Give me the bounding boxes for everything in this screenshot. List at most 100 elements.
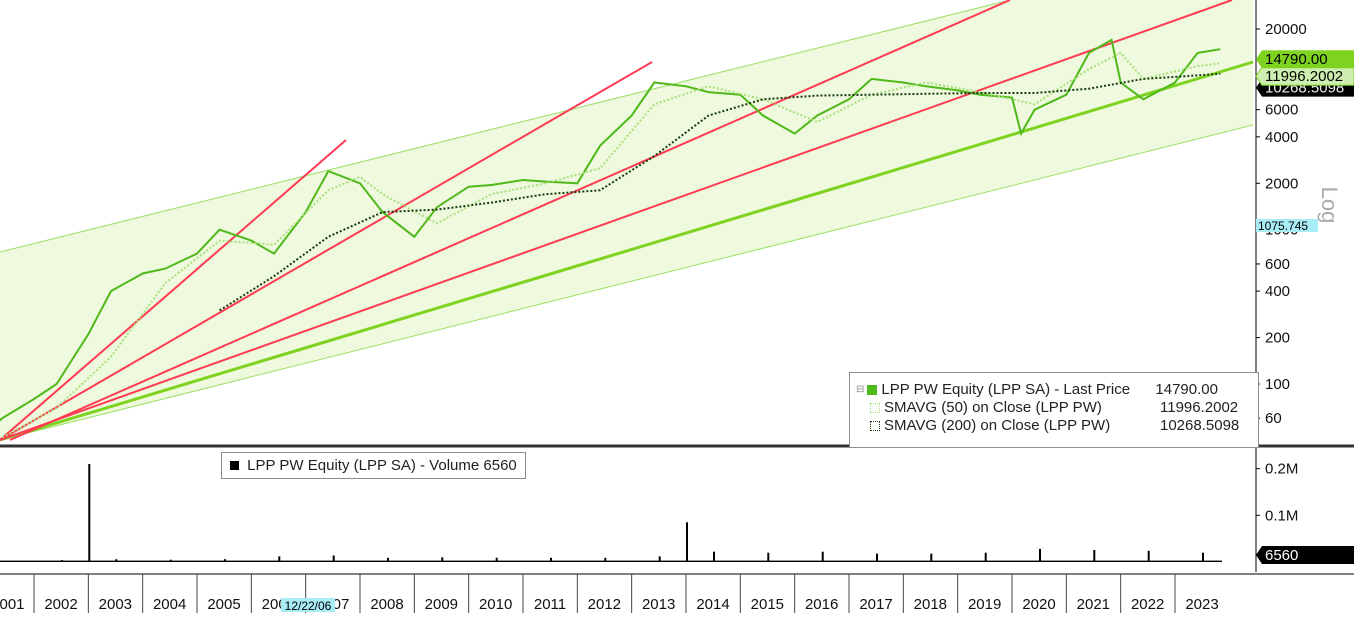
volume-value-tag-text: 6560 bbox=[1265, 547, 1298, 564]
legend-row-sma50: SMAVG (50) on Close (LPP PW) 11996.2002 bbox=[856, 399, 1258, 417]
x-tick-label-14: 2015 bbox=[751, 596, 784, 613]
cursor-date-bg bbox=[281, 598, 335, 612]
legend-row-price: ⊟ LPP PW Equity (LPP SA) - Last Price 14… bbox=[856, 381, 1258, 399]
trend-channel-fill bbox=[0, 0, 1253, 440]
volume-bar-19 bbox=[930, 553, 933, 562]
price-value-tag-bg bbox=[1256, 50, 1354, 69]
y-tick-label-7: 400 bbox=[1265, 283, 1290, 300]
y-tick-label-3: 4000 bbox=[1265, 129, 1298, 146]
x-tick-label-7: 2008 bbox=[370, 596, 403, 613]
volume-bar-14 bbox=[713, 551, 715, 562]
legend-price-label: LPP PW Equity (LPP SA) - Last Price bbox=[881, 381, 1131, 398]
legend-sma200-value: 10268.5098 bbox=[1160, 417, 1240, 434]
crosshair-tag-bg bbox=[1256, 219, 1318, 232]
x-tick-label-11: 2012 bbox=[588, 596, 621, 613]
price-legend: ⊟ LPP PW Equity (LPP SA) - Last Price 14… bbox=[849, 372, 1259, 448]
x-tick-label-8: 2009 bbox=[425, 596, 458, 613]
volume-bar-6 bbox=[278, 556, 281, 562]
sma50-swatch-icon bbox=[870, 403, 880, 413]
support-line bbox=[0, 60, 1254, 442]
y-tick-label-6: 600 bbox=[1265, 256, 1290, 273]
x-tick-label-4: 2005 bbox=[207, 596, 240, 613]
channel-lower-edge bbox=[0, 124, 1254, 441]
price-value-tag-text: 14790.00 bbox=[1265, 51, 1328, 68]
volume-value-tag: 6560 bbox=[1256, 545, 1354, 564]
legend-sma50-label: SMAVG (50) on Close (LPP PW) bbox=[884, 399, 1102, 416]
x-tick-label-15: 2016 bbox=[805, 596, 838, 613]
volume-baseline-band bbox=[0, 560, 1222, 562]
x-tick-label-16: 2017 bbox=[859, 596, 892, 613]
volume-bar-20 bbox=[984, 552, 987, 562]
x-tick-label-10: 2011 bbox=[534, 596, 566, 613]
x-tick-label-17: 2018 bbox=[914, 596, 947, 613]
red-trendline-1 bbox=[0, 139, 347, 441]
series-line-2 bbox=[1, 51, 1221, 439]
red-trendline-2 bbox=[0, 61, 653, 441]
volume-bar-17 bbox=[821, 551, 824, 562]
x-tick-label-19: 2020 bbox=[1022, 596, 1055, 613]
crosshair-tag-text: 1075.745 bbox=[1258, 219, 1308, 233]
volume-bar-24 bbox=[1202, 552, 1204, 562]
x-tick-label-0: 001 bbox=[0, 596, 25, 613]
volume-bar-3 bbox=[88, 464, 91, 562]
volume-bar-22 bbox=[1093, 549, 1096, 562]
crosshair-value-tag: 1075.745 bbox=[1256, 219, 1318, 233]
volume-bar-12 bbox=[604, 557, 607, 562]
volume-bar-16 bbox=[767, 552, 770, 562]
price-swatch-icon bbox=[867, 385, 878, 395]
red-trendline-4 bbox=[0, 0, 1233, 441]
x-tick-label-12: 2013 bbox=[642, 596, 675, 613]
y-tick-label-4: 2000 bbox=[1265, 175, 1298, 192]
x-tick-label-3: 2004 bbox=[153, 596, 186, 613]
sma200-swatch-icon bbox=[870, 421, 880, 431]
y-tick-label-2: 6000 bbox=[1265, 102, 1298, 119]
price-panel bbox=[0, 0, 1254, 442]
vol-tick-label-0: 0.2M bbox=[1265, 461, 1298, 478]
y-tick-label-9: 100 bbox=[1265, 376, 1290, 393]
collapse-icon[interactable]: ⊟ bbox=[856, 384, 865, 395]
y-tick-label-10: 60 bbox=[1265, 410, 1282, 427]
y-tick-label-0: 20000 bbox=[1265, 21, 1307, 38]
red-trendline-3 bbox=[9, 0, 1011, 441]
x-tick-label-22: 2023 bbox=[1185, 596, 1218, 613]
volume-bar-15 bbox=[686, 522, 688, 562]
legend-sma50-value: 11996.2002 bbox=[1160, 399, 1239, 416]
volume-legend-label: LPP PW Equity (LPP SA) - Volume 6560 bbox=[247, 457, 517, 474]
volume-swatch-icon bbox=[230, 461, 239, 470]
series-line-3 bbox=[219, 72, 1221, 312]
volume-bar-23 bbox=[1147, 550, 1150, 562]
volume-bar-21 bbox=[1039, 548, 1041, 562]
x-tick-label-18: 2019 bbox=[968, 596, 1001, 613]
volume-bar-8 bbox=[387, 557, 389, 562]
volume-bar-18 bbox=[876, 553, 878, 562]
cursor-date-tag: 12/22/06 bbox=[281, 598, 335, 613]
legend-price-value: 14790.00 bbox=[1155, 381, 1218, 398]
volume-bar-11 bbox=[550, 557, 552, 562]
sma50-value-tag: 11996.2002 bbox=[1255, 66, 1354, 86]
legend-row-sma200: SMAVG (200) on Close (LPP PW) 10268.5098 bbox=[856, 417, 1258, 435]
volume-bar-10 bbox=[495, 557, 498, 562]
y-tick-label-8: 200 bbox=[1265, 330, 1290, 347]
volume-legend: LPP PW Equity (LPP SA) - Volume 6560 bbox=[221, 452, 526, 479]
x-tick-label-2: 2003 bbox=[99, 596, 132, 613]
series-line-1 bbox=[0, 38, 1221, 422]
volume-bar-13 bbox=[658, 556, 661, 562]
volume-panel bbox=[0, 464, 1222, 562]
x-tick-label-1: 2002 bbox=[44, 596, 77, 613]
channel-upper-edge bbox=[0, 0, 1011, 253]
vol-tick-label-1: 0.1M bbox=[1265, 507, 1298, 524]
x-tick-label-13: 2014 bbox=[696, 596, 729, 613]
volume-value-tag-bg bbox=[1256, 545, 1354, 564]
cursor-date-text: 12/22/06 bbox=[285, 599, 332, 613]
legend-sma200-label: SMAVG (200) on Close (LPP PW) bbox=[884, 417, 1111, 434]
x-tick-label-9: 2010 bbox=[479, 596, 512, 613]
volume-bar-9 bbox=[441, 557, 444, 562]
sma50-value-tag-bg bbox=[1255, 66, 1354, 86]
price-value-tag: 14790.00 bbox=[1256, 50, 1354, 69]
volume-bar-7 bbox=[332, 555, 335, 562]
x-tick-label-21: 2022 bbox=[1131, 596, 1164, 613]
sma50-value-tag-text: 11996.2002 bbox=[1265, 68, 1343, 85]
